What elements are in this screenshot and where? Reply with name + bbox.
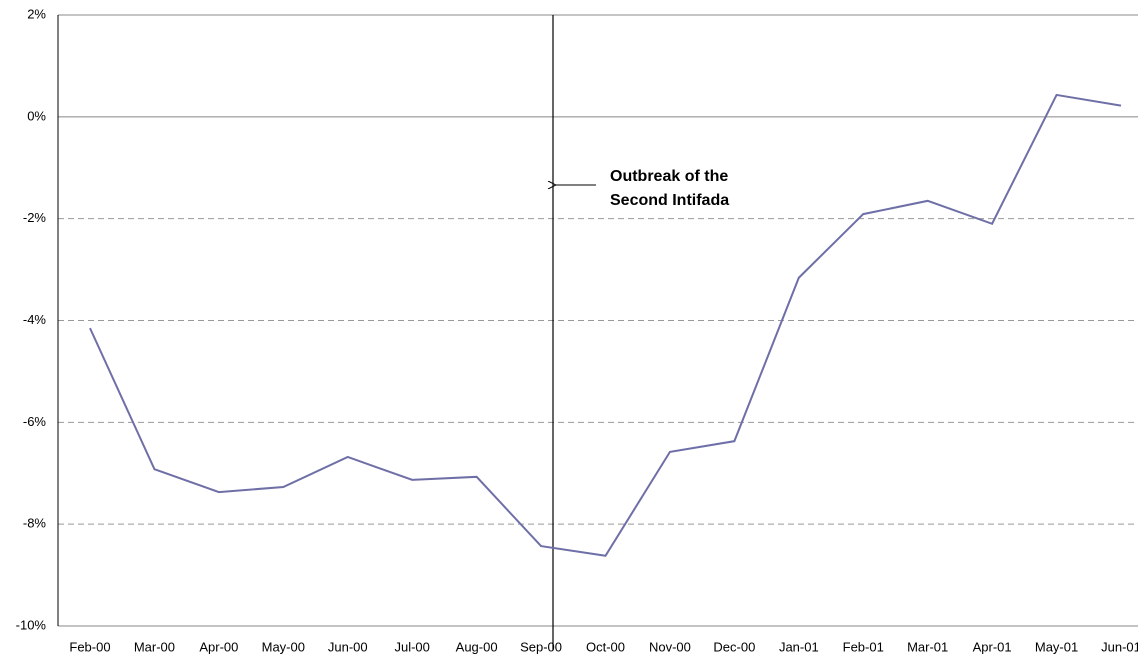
y-tick-label: 2%	[27, 6, 46, 21]
x-tick-label: Sep-00	[520, 639, 562, 654]
x-tick-label: Mar-00	[134, 639, 175, 654]
x-tick-label: Jun-01	[1101, 639, 1138, 654]
y-tick-label: -6%	[23, 414, 47, 429]
x-tick-label: Mar-01	[907, 639, 948, 654]
annotation: Second Intifada	[610, 192, 729, 209]
x-tick-label: Aug-00	[456, 639, 498, 654]
x-tick-label: Apr-00	[199, 639, 238, 654]
x-tick-label: Feb-01	[843, 639, 884, 654]
x-tick-label: Nov-00	[649, 639, 691, 654]
x-tick-label: May-00	[262, 639, 305, 654]
line-series	[89, 93, 1122, 557]
x-tick-label: Feb-00	[69, 639, 110, 654]
y-tick-label: -4%	[23, 312, 47, 327]
x-tick-label: Oct-00	[586, 639, 625, 654]
x-tick-label: Jun-00	[328, 639, 368, 654]
annotation: Outbreak of the	[610, 168, 728, 185]
x-tick-label: Dec-00	[713, 639, 755, 654]
y-tick-label: -2%	[23, 210, 47, 225]
y-tick-label: -10%	[16, 617, 47, 632]
y-tick-label: -8%	[23, 516, 47, 531]
x-tick-label: Jul-00	[394, 639, 429, 654]
x-tick-label: Jan-01	[779, 639, 819, 654]
y-tick-label: 0%	[27, 108, 46, 123]
x-tick-label: May-01	[1035, 639, 1078, 654]
x-tick-label: Apr-01	[973, 639, 1012, 654]
